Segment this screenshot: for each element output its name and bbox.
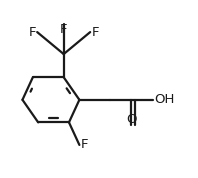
Text: F: F xyxy=(91,26,99,39)
Text: F: F xyxy=(29,26,36,39)
Text: F: F xyxy=(60,23,68,36)
Text: O: O xyxy=(126,113,137,126)
Text: F: F xyxy=(81,138,89,151)
Text: OH: OH xyxy=(154,93,174,106)
